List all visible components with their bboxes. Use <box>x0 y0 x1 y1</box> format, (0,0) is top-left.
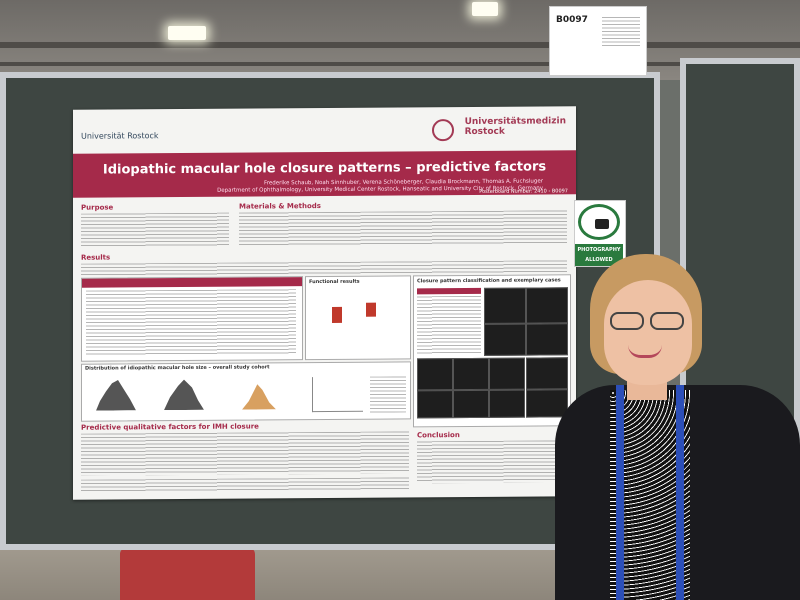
distribution-heading: Distribution of idiopathic macular hole … <box>85 364 270 372</box>
closure-heading: Closure pattern classification and exemp… <box>417 277 561 285</box>
scatter-plot <box>312 376 363 413</box>
distribution-panel: Distribution of idiopathic macular hole … <box>81 361 411 422</box>
closure-list <box>417 295 481 355</box>
purpose-text <box>81 212 229 248</box>
table-body <box>86 289 296 357</box>
results-text <box>81 260 567 276</box>
histogram-1 <box>96 378 136 410</box>
predictive-text <box>81 431 409 476</box>
oct-scan-image <box>526 287 568 324</box>
university-logo: Universität Rostock <box>81 131 159 141</box>
oct-scan-image <box>453 389 489 419</box>
ceiling-beam <box>0 62 800 66</box>
medical-center-name-1: Universitätsmedizin <box>464 116 566 128</box>
closure-list-header <box>417 287 481 295</box>
histogram-3 <box>242 381 276 409</box>
badge-label: PHOTOGRAPHY ALLOWED <box>575 244 623 266</box>
lanyard <box>616 385 624 600</box>
ceiling-light <box>472 2 498 16</box>
section-results: Results <box>81 253 111 262</box>
oct-scan-image <box>489 357 525 390</box>
box-plot-1 <box>332 306 342 323</box>
red-chair <box>120 548 255 600</box>
oct-scan-image <box>526 323 568 356</box>
presenter-face <box>604 280 692 385</box>
badge-line-1: PHOTOGRAPHY <box>577 247 621 253</box>
oct-scan-image <box>453 357 489 391</box>
board-sign-code: B0097 <box>556 15 588 25</box>
medical-center-name: Universitätsmedizin Rostock <box>465 116 566 137</box>
figure-caption <box>370 376 406 413</box>
section-methods: Materials & Methods <box>239 202 321 211</box>
section-predictive: Predictive qualitative factors for IMH c… <box>81 422 259 432</box>
medical-center-name-2: Rostock <box>464 126 505 138</box>
oct-scan-image <box>526 357 568 390</box>
section-purpose: Purpose <box>81 203 114 212</box>
ceiling-beam <box>0 42 800 48</box>
medical-center-logo-icon <box>432 119 454 142</box>
oct-scan-image <box>417 358 453 391</box>
glasses-icon <box>606 312 688 332</box>
conclusion-text <box>417 440 565 484</box>
oct-scan-image <box>489 389 525 418</box>
posterboard-number: Posterboard Number: 2410 - B0097 <box>479 188 568 195</box>
oct-scan-image <box>484 287 526 324</box>
ceiling <box>0 0 800 80</box>
methods-text <box>239 210 567 247</box>
results-table <box>81 276 303 362</box>
camera-icon <box>578 204 620 240</box>
references-text <box>81 477 409 492</box>
sign-text <box>602 17 640 47</box>
board-sign: B0097 <box>549 6 647 76</box>
lanyard <box>676 385 684 600</box>
presenter-smile <box>628 345 662 358</box>
oct-scan-image <box>526 389 568 418</box>
section-conclusion: Conclusion <box>417 431 460 440</box>
box-plot-2 <box>366 302 376 317</box>
functional-heading: Functional results <box>309 278 360 286</box>
oct-scan-image <box>484 323 526 356</box>
badge-line-2: ALLOWED <box>585 257 613 263</box>
closure-pattern-panel: Closure pattern classification and exemp… <box>413 274 571 428</box>
functional-results-panel: Functional results <box>305 275 411 361</box>
oct-scan-image <box>417 390 453 419</box>
research-poster: Universität Rostock Universitätsmedizin … <box>73 106 576 500</box>
ceiling-light <box>168 26 206 40</box>
table-header <box>82 277 302 288</box>
photography-allowed-badge: PHOTOGRAPHY ALLOWED <box>574 200 626 267</box>
histogram-2 <box>164 378 204 410</box>
